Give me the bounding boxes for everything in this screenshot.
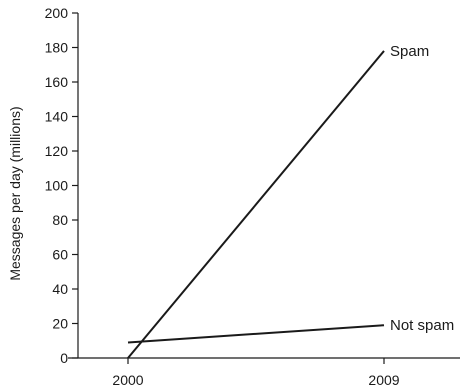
y-tick-label: 160 — [45, 74, 69, 90]
y-axis: 0 20 40 60 80 100 120 140 160 180 200 Messages per… — [7, 5, 79, 366]
y-tick-label: 120 — [45, 143, 69, 159]
x-tick-label: 2000 — [112, 372, 143, 388]
y-tick-label: 140 — [45, 109, 69, 125]
y-tick-label: 20 — [52, 316, 68, 332]
series-label-spam: Spam — [390, 43, 429, 60]
y-tick-label: 200 — [45, 5, 69, 21]
y-tick-label: 100 — [45, 178, 69, 194]
y-tick-label: 40 — [52, 281, 68, 297]
series-line-not-spam — [127, 324, 385, 344]
x-tick-label: 2009 — [368, 372, 399, 388]
x-ticks: 2000 2009 — [112, 358, 400, 388]
y-tick-label: 180 — [45, 40, 69, 56]
series-line-spam — [127, 50, 385, 359]
y-tick-label: 0 — [60, 350, 68, 366]
y-axis-title: Messages per day (millions) — [7, 106, 23, 280]
series-label-not-spam: Not spam — [390, 317, 454, 334]
y-tick-label: 80 — [52, 212, 68, 228]
series-layer: Spam Not spam — [127, 43, 454, 359]
x-axis: 2000 2009 — [68, 357, 460, 388]
y-ticks: 0 20 40 60 80 100 120 140 160 180 200 — [45, 5, 78, 366]
y-tick-label: 60 — [52, 247, 68, 263]
